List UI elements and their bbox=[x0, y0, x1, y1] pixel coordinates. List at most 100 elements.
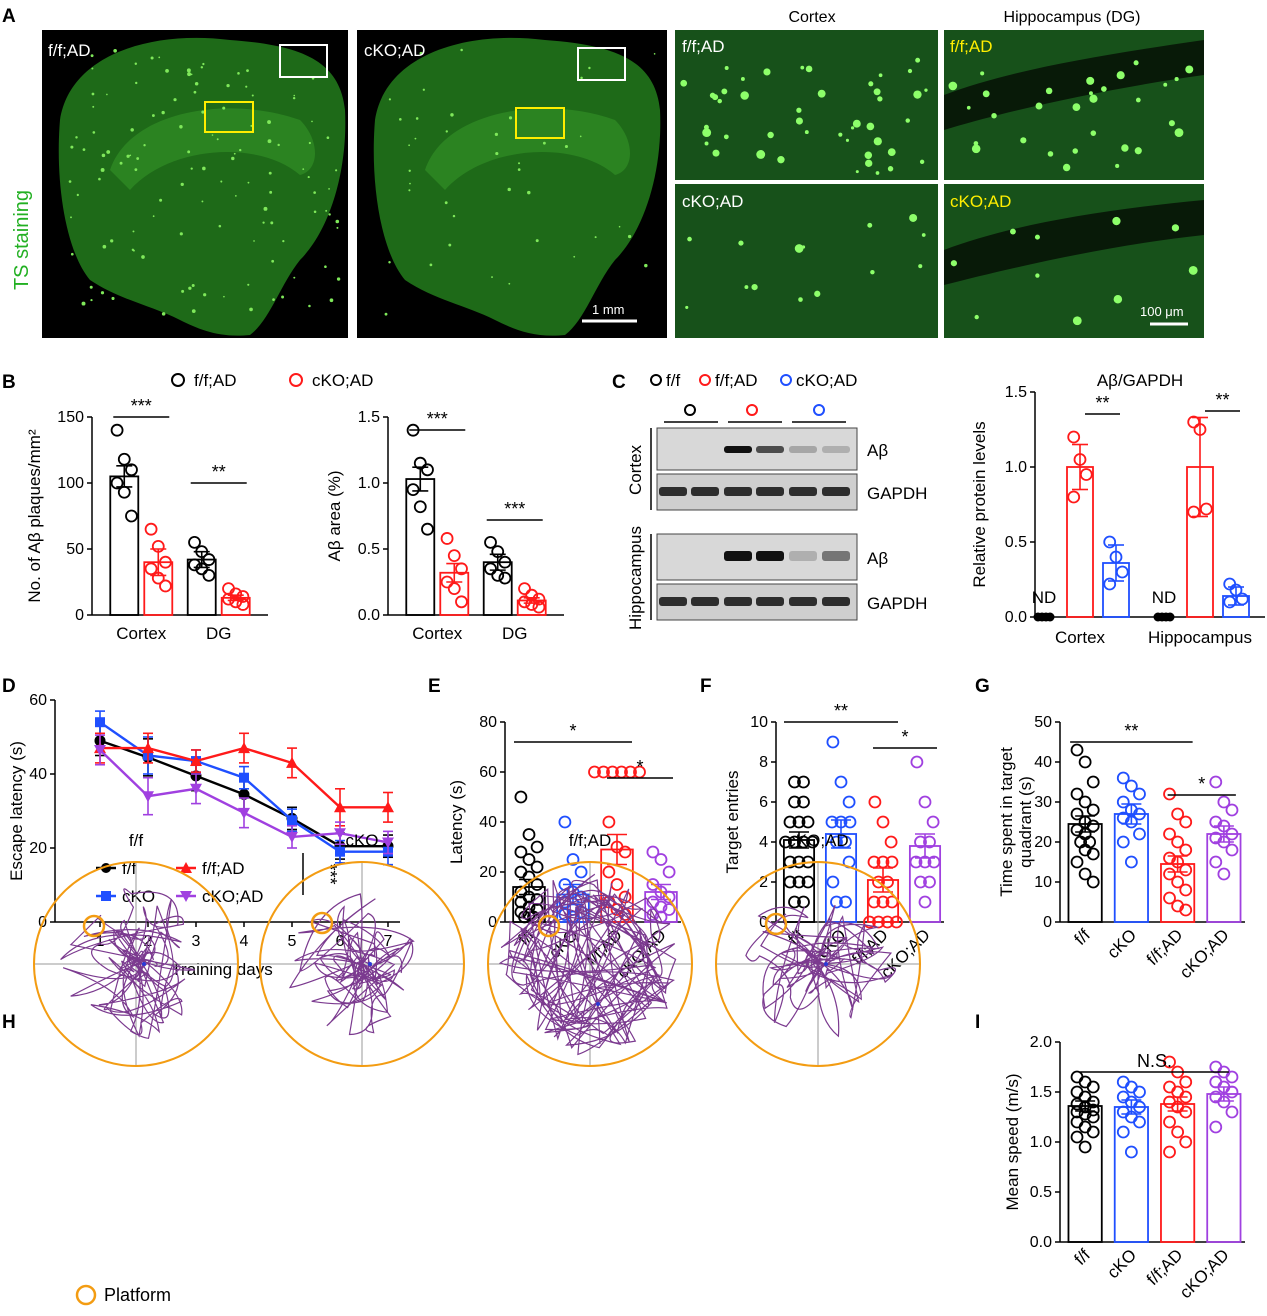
data-point bbox=[159, 579, 172, 593]
plaque-dot bbox=[181, 289, 185, 293]
plaque-dot bbox=[915, 57, 921, 63]
y-axis-label: Mean speed (m/s) bbox=[1003, 1074, 1022, 1211]
plaque-dot bbox=[191, 284, 195, 288]
platform-legend-text: Platform bbox=[104, 1285, 171, 1305]
data-point bbox=[1171, 875, 1185, 889]
data-point bbox=[125, 463, 138, 477]
band-gapdh-cortex bbox=[691, 487, 719, 496]
data-point bbox=[514, 865, 528, 879]
plaque-dot bbox=[91, 92, 95, 96]
plaque-dot bbox=[494, 132, 499, 136]
plaque-dot bbox=[685, 305, 689, 309]
plaque-dot bbox=[249, 307, 253, 312]
panel-letter-d: D bbox=[2, 676, 16, 697]
data-point bbox=[1179, 815, 1193, 829]
x-tick-label: 3 bbox=[192, 933, 201, 950]
maze-title: f/f bbox=[129, 831, 143, 850]
x-tick-label: DG bbox=[206, 624, 232, 643]
data-point bbox=[455, 562, 468, 576]
y-tick-label: 40 bbox=[1034, 754, 1052, 771]
data-point bbox=[830, 895, 843, 909]
plaque-dot bbox=[800, 65, 805, 70]
plaque-dot bbox=[1101, 86, 1107, 92]
y-tick-label: 4 bbox=[759, 834, 768, 851]
plaque-dot bbox=[1163, 82, 1168, 87]
data-point bbox=[1124, 1080, 1138, 1094]
plaque-dot bbox=[838, 132, 843, 137]
data-point bbox=[229, 595, 243, 609]
plaque-dot bbox=[1188, 265, 1198, 275]
plaque-dot bbox=[110, 239, 114, 243]
plaque-dot bbox=[326, 136, 330, 140]
plaque-dot bbox=[738, 240, 744, 246]
significance-label: * bbox=[636, 757, 643, 777]
data-point bbox=[890, 915, 903, 929]
panel-c-blot: C f/f f/f;AD cKO;AD Cortex Hippocampus A… bbox=[612, 371, 927, 630]
plaque-dot bbox=[134, 168, 138, 172]
plaque-dot bbox=[875, 171, 880, 175]
platform-marker bbox=[537, 914, 561, 938]
y-tick-label: 0 bbox=[488, 914, 497, 931]
plaque-dot bbox=[1090, 130, 1097, 136]
data-point bbox=[484, 562, 497, 576]
data-point bbox=[868, 795, 882, 809]
y-tick-label: 0 bbox=[759, 914, 768, 931]
data-point bbox=[1078, 1140, 1092, 1154]
y-tick-label: 60 bbox=[479, 764, 497, 781]
data-point bbox=[1070, 1085, 1084, 1099]
legend-text-ckoad: cKO;AD bbox=[312, 371, 373, 390]
plaque-dot bbox=[267, 139, 272, 144]
series-marker bbox=[286, 831, 298, 843]
data-point bbox=[1209, 855, 1223, 869]
plaque-dot bbox=[702, 128, 712, 138]
data-point bbox=[885, 895, 899, 909]
plaque-dot bbox=[887, 166, 894, 172]
band-gapdh-hippo bbox=[691, 597, 719, 606]
plaque-dot bbox=[795, 117, 803, 125]
plaque-dot bbox=[231, 156, 235, 161]
series-marker bbox=[190, 755, 202, 767]
plaque-dot bbox=[268, 171, 272, 175]
y-tick-label: 1.0 bbox=[358, 475, 380, 492]
plaque-dot bbox=[388, 98, 391, 101]
plaque-dots-ffad bbox=[68, 48, 341, 316]
lane-marker-ffad bbox=[746, 404, 758, 416]
legend-marker-c-ffad bbox=[699, 374, 711, 386]
y-tick-label: 2.0 bbox=[1030, 1034, 1052, 1051]
plaque-dot bbox=[460, 48, 463, 52]
series-marker bbox=[95, 717, 105, 728]
plaque-dot bbox=[282, 239, 285, 243]
data-point bbox=[236, 598, 250, 611]
x-tick-label: Cortex bbox=[116, 624, 167, 643]
data-point bbox=[530, 878, 544, 891]
plaque-dot bbox=[491, 276, 493, 278]
data-point bbox=[1078, 1075, 1092, 1089]
data-point bbox=[909, 855, 923, 869]
plaque-dot bbox=[991, 112, 997, 119]
plaque-dot bbox=[974, 314, 979, 320]
plaque-dot bbox=[1072, 103, 1081, 112]
plaque-dot bbox=[187, 72, 192, 77]
series-marker bbox=[142, 742, 154, 754]
y-tick-label: 20 bbox=[479, 864, 497, 881]
data-point bbox=[788, 775, 801, 789]
plaque-dot bbox=[919, 159, 925, 165]
start-point bbox=[368, 962, 372, 966]
data-point bbox=[1163, 1080, 1176, 1094]
plaque-dot bbox=[328, 188, 330, 190]
y-tick-label: 1.5 bbox=[358, 409, 380, 426]
data-point bbox=[1163, 891, 1176, 905]
data-point bbox=[421, 522, 434, 536]
plaque-dot bbox=[1045, 87, 1053, 95]
plaque-dot bbox=[950, 260, 958, 267]
plaque-dot bbox=[579, 135, 582, 138]
plaque-dot bbox=[251, 94, 254, 97]
y-tick-label: 0.5 bbox=[1030, 1184, 1052, 1201]
data-point bbox=[1171, 1125, 1185, 1139]
x-tick-label: cKO;AD bbox=[1176, 1245, 1233, 1302]
plaque-dot bbox=[135, 81, 138, 85]
plaque-dot bbox=[907, 68, 913, 74]
band-abeta-cortex bbox=[724, 446, 752, 453]
